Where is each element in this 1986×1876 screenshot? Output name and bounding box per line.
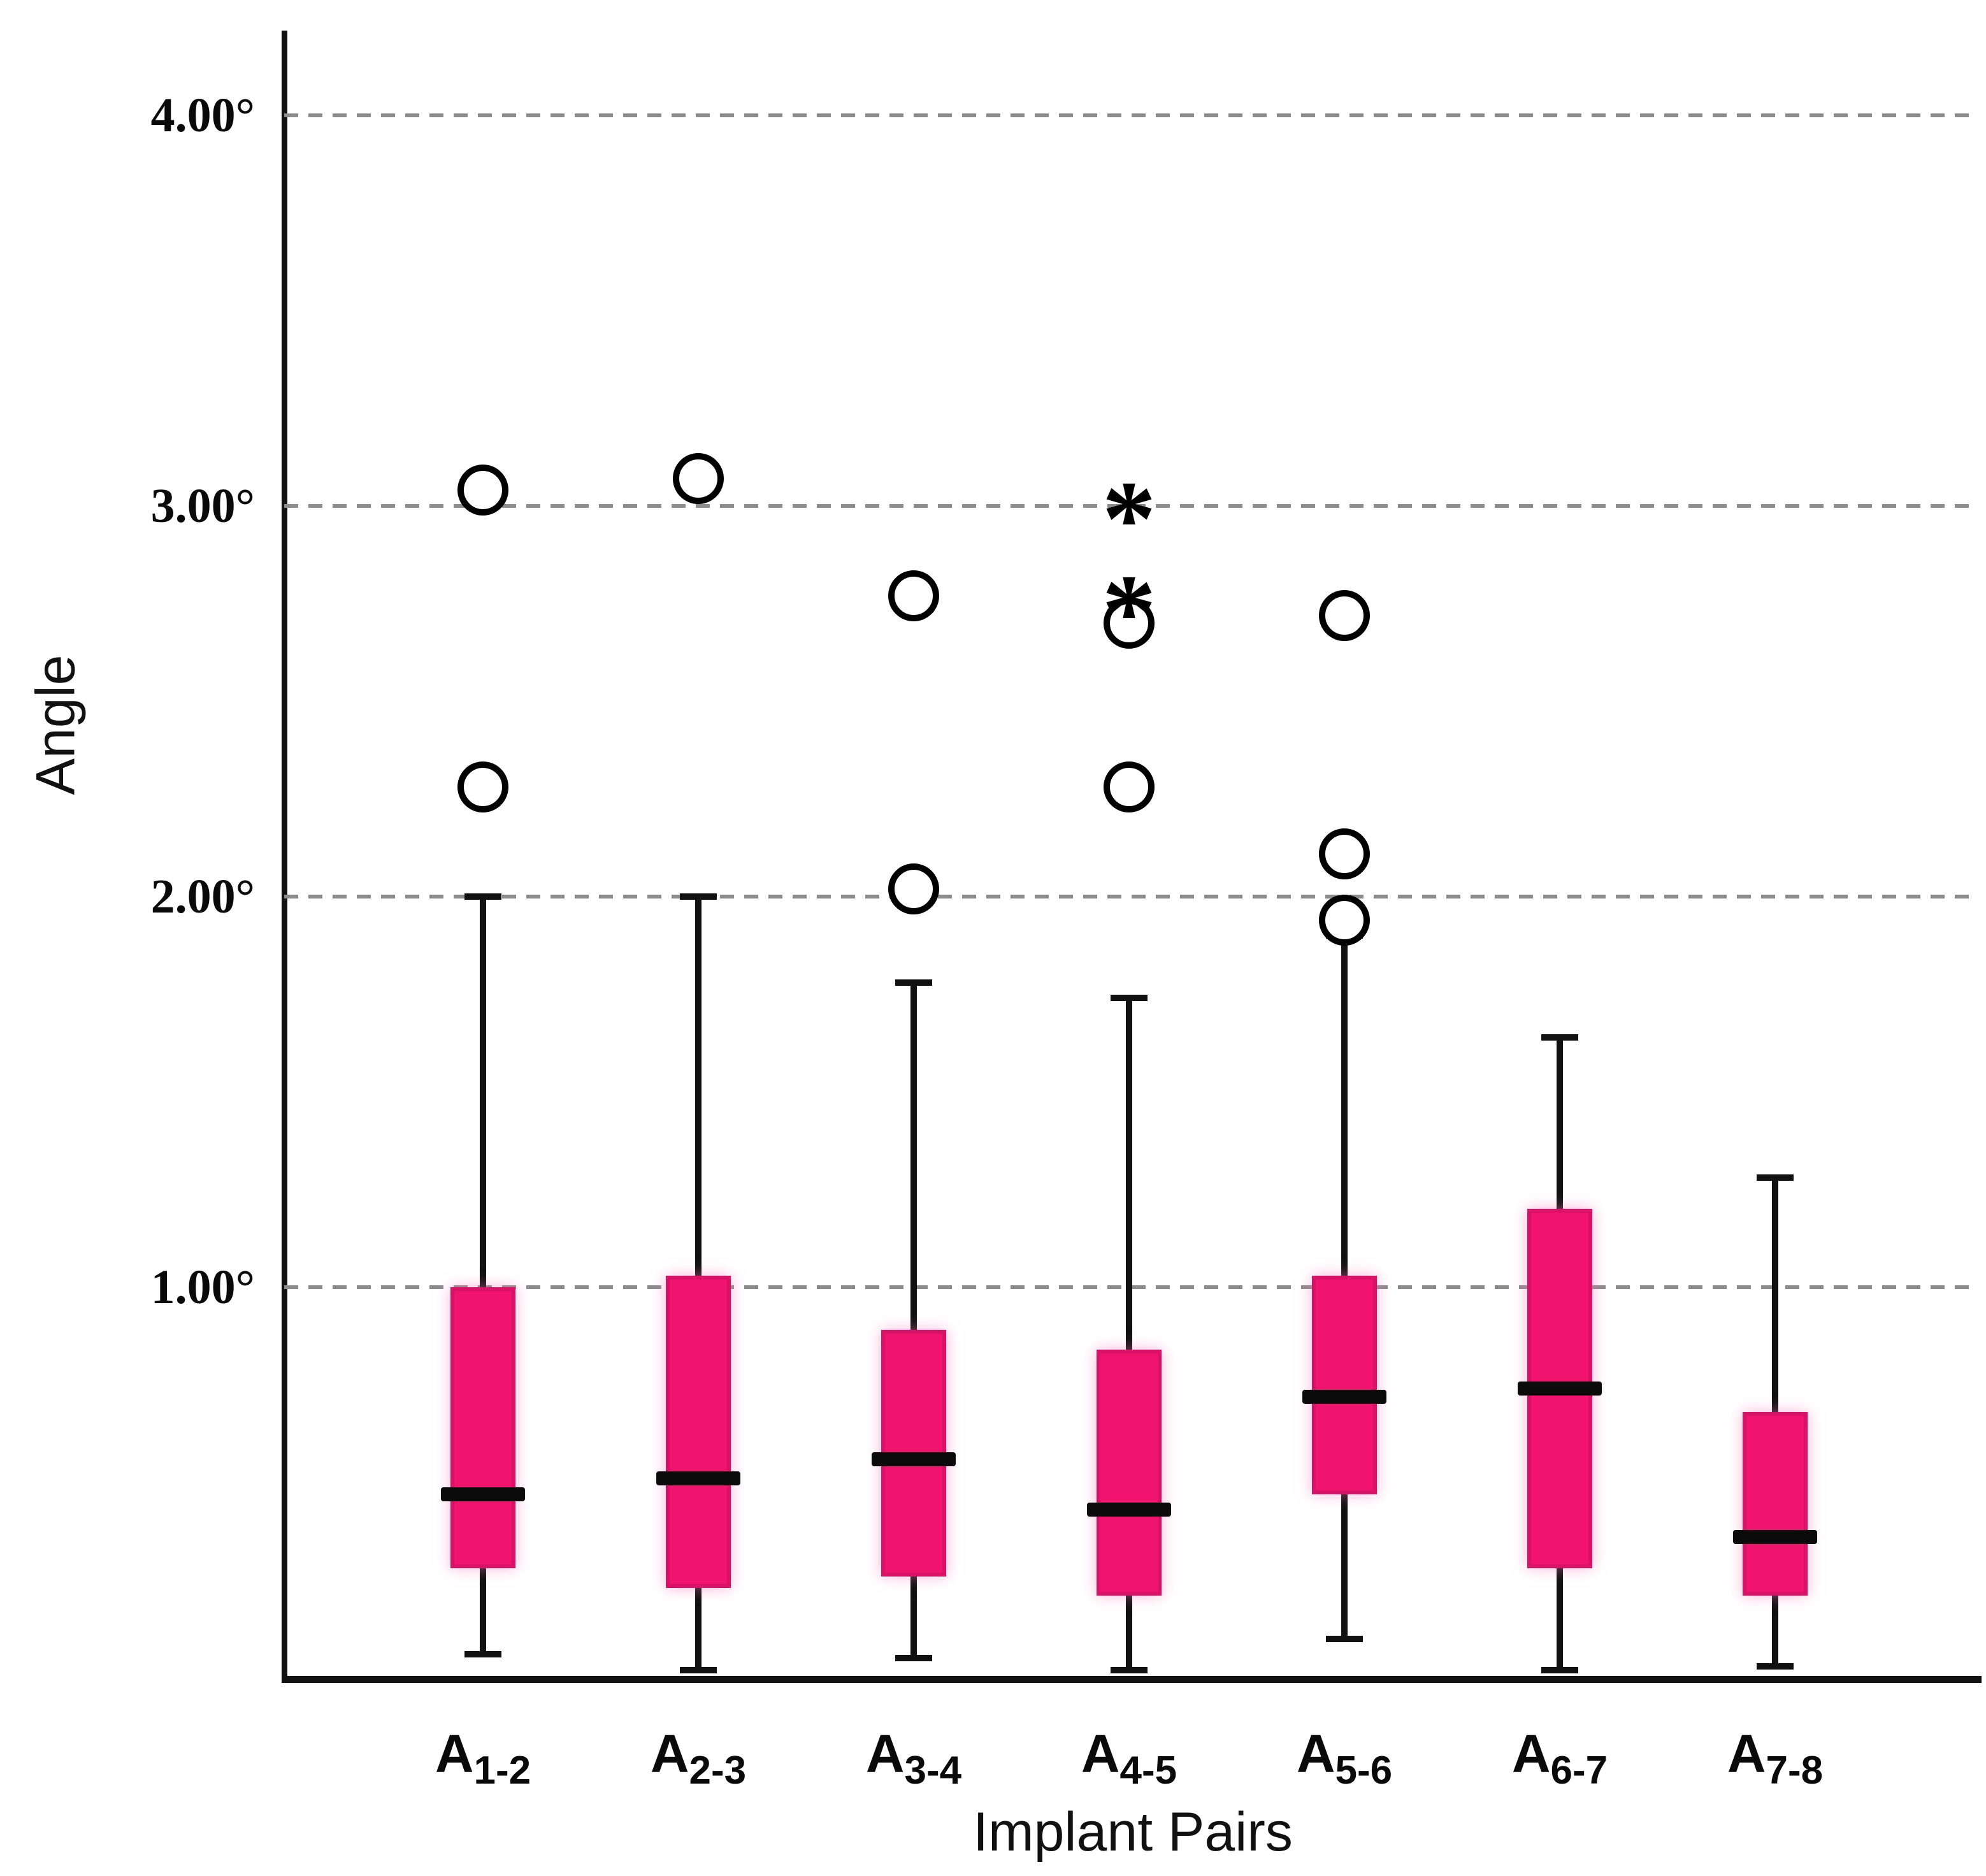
- category-subscript: 2-3: [689, 1748, 747, 1793]
- category-base: A: [1296, 1724, 1335, 1784]
- x-axis-title: Implant Pairs: [973, 1801, 1293, 1863]
- whisker-cap-bottom: [895, 1655, 932, 1662]
- extreme-asterisk: *: [1081, 532, 1177, 672]
- y-tick-label: 3.00°: [150, 479, 255, 533]
- y-tick-label: 4.00°: [150, 89, 255, 142]
- whisker-cap-bottom: [1757, 1663, 1794, 1670]
- whisker-cap-top: [1541, 1034, 1578, 1041]
- outlier-circle: [457, 465, 508, 516]
- gridline-2.00°: [284, 895, 1978, 898]
- category-base: A: [1511, 1724, 1551, 1784]
- median-line: [1518, 1382, 1602, 1396]
- outlier-circle: [457, 761, 508, 813]
- whisker-cap-bottom: [1541, 1666, 1578, 1673]
- whisker-cap-top: [464, 893, 501, 900]
- outlier-circle: [1319, 589, 1370, 641]
- median-line: [872, 1452, 956, 1466]
- category-base: A: [1727, 1724, 1766, 1784]
- category-subscript: 6-7: [1550, 1748, 1608, 1793]
- gridline-3.00°: [284, 504, 1978, 508]
- median-line: [1302, 1389, 1386, 1404]
- median-line: [1733, 1530, 1817, 1545]
- whisker-cap-bottom: [464, 1651, 501, 1658]
- outlier-circle: [1104, 597, 1155, 649]
- box: [666, 1275, 731, 1588]
- whisker: [1126, 998, 1132, 1670]
- y-tick-label: 1.00°: [150, 1260, 255, 1314]
- category-base: A: [1081, 1724, 1120, 1784]
- category-label: A3-4: [818, 1724, 1009, 1790]
- y-tick-label: 2.00°: [150, 870, 255, 923]
- extreme-asterisk: *: [1081, 438, 1177, 579]
- median-line: [1087, 1503, 1171, 1517]
- box: [1097, 1350, 1162, 1596]
- box: [450, 1287, 515, 1569]
- category-label: A6-7: [1464, 1724, 1655, 1790]
- category-label: A7-8: [1680, 1724, 1871, 1790]
- outlier-circle: [1104, 761, 1155, 813]
- category-base: A: [435, 1724, 474, 1784]
- whisker: [480, 897, 486, 1655]
- category-subscript: 7-8: [1766, 1748, 1824, 1793]
- outlier-circle: [1319, 894, 1370, 946]
- gridline-4.00°: [284, 113, 1978, 117]
- y-axis-title: Angle: [25, 654, 87, 795]
- category-subscript: 1-2: [473, 1748, 531, 1793]
- category-subscript: 4-5: [1119, 1748, 1177, 1793]
- y-axis-line: [282, 31, 287, 1683]
- category-subscript: 3-4: [904, 1748, 962, 1793]
- category-subscript: 5-6: [1335, 1748, 1393, 1793]
- whisker-cap-bottom: [1111, 1666, 1148, 1673]
- whisker-cap-bottom: [1326, 1635, 1363, 1642]
- asterisk-glyph: *: [1102, 552, 1156, 672]
- outlier-circle: [888, 570, 939, 621]
- outlier-circle: [673, 453, 724, 505]
- category-base: A: [650, 1724, 689, 1784]
- category-label: A4-5: [1033, 1724, 1225, 1790]
- outlier-circle: [888, 863, 939, 914]
- box: [1312, 1275, 1377, 1494]
- median-line: [656, 1471, 740, 1486]
- outlier-circle: [1319, 828, 1370, 879]
- whisker-cap-top: [1111, 995, 1148, 1002]
- x-axis-line: [282, 1676, 1982, 1683]
- category-label: A5-6: [1249, 1724, 1440, 1790]
- median-line: [441, 1487, 525, 1501]
- category-label: A2-3: [603, 1724, 794, 1790]
- whisker-cap-top: [895, 979, 932, 986]
- whisker-cap-bottom: [680, 1666, 717, 1673]
- whisker-cap-top: [1757, 1174, 1794, 1181]
- category-base: A: [865, 1724, 905, 1784]
- whisker: [910, 982, 917, 1659]
- box: [1743, 1412, 1808, 1596]
- category-label: A1-2: [387, 1724, 579, 1790]
- asterisk-glyph: *: [1102, 458, 1156, 579]
- whisker-cap-top: [680, 893, 717, 900]
